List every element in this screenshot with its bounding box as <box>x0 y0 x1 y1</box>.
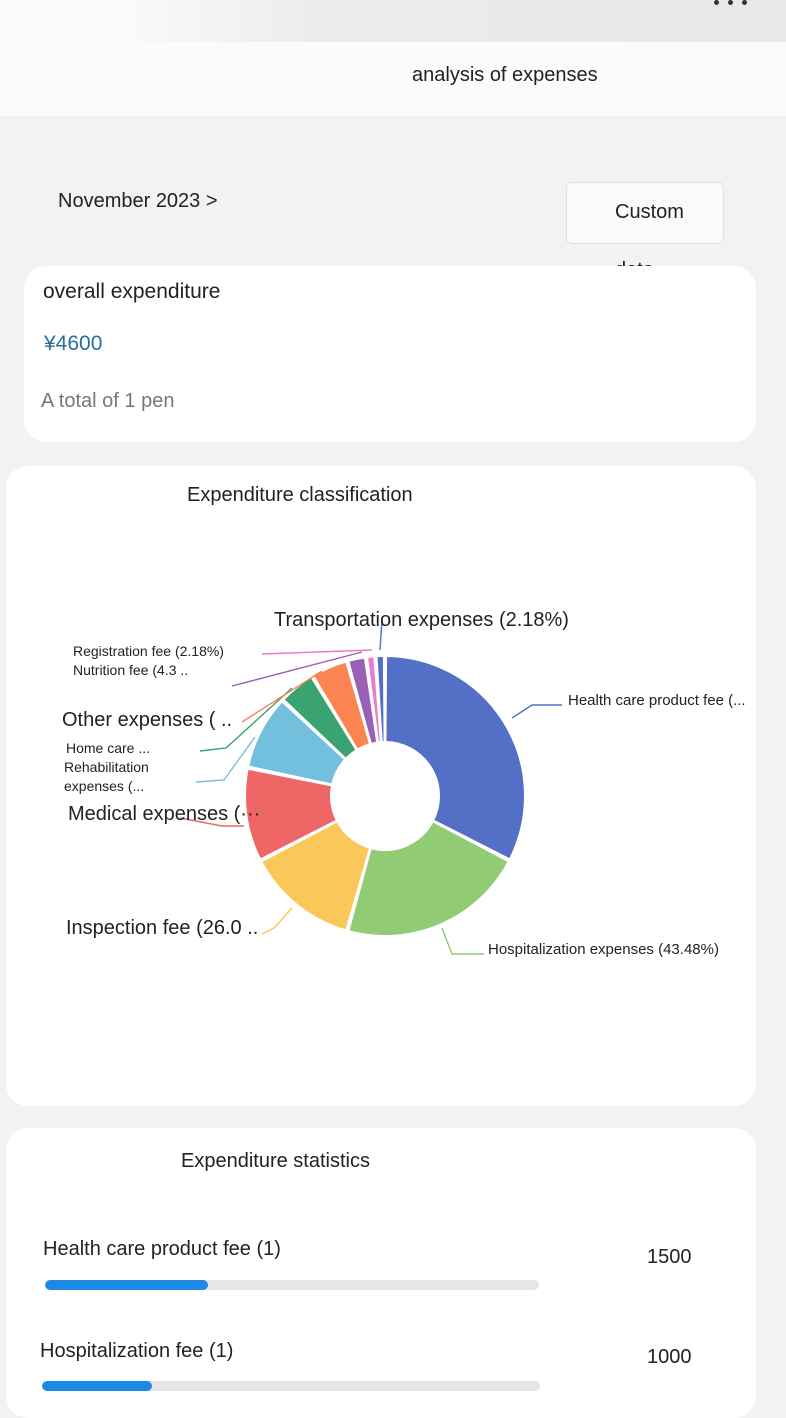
slice-leader-line <box>441 927 484 955</box>
top-bar: analysis of expenses <box>0 0 786 116</box>
donut-slice[interactable] <box>259 819 372 932</box>
expenditure-statistics-card: Expenditure statistics Health care produ… <box>6 1128 756 1418</box>
slice-label: Medical expenses (··· <box>68 803 260 825</box>
slice-leader-line <box>199 687 293 752</box>
stat-progress-track <box>45 1280 539 1290</box>
stat-progress-fill <box>42 1381 152 1391</box>
page-title: analysis of expenses <box>412 64 598 86</box>
stat-item-value: 1500 <box>647 1246 692 1268</box>
stat-progress-fill <box>45 1280 209 1290</box>
entry-count: A total of 1 pen <box>41 390 175 412</box>
donut-slice[interactable] <box>384 654 526 861</box>
slice-leader-line <box>511 704 562 719</box>
stat-item-label: Hospitalization fee (1) <box>40 1340 234 1362</box>
slice-label: Health care product fee (... <box>568 692 746 709</box>
slice-label: Other expenses ( .. <box>62 709 232 731</box>
donut-slice[interactable] <box>347 819 511 937</box>
slice-leader-line <box>195 736 256 783</box>
slice-leader-line <box>241 670 323 723</box>
donut-slice[interactable] <box>246 699 347 786</box>
slice-leader-line <box>179 817 244 827</box>
slice-label: Rehabilitation expenses (... <box>64 759 149 794</box>
slice-leader-line <box>379 619 383 651</box>
classification-title: Expenditure classification <box>187 484 413 506</box>
donut-slice[interactable] <box>375 654 386 744</box>
slice-label: Inspection fee (26.0 .. <box>66 917 258 939</box>
slice-label: Transportation expenses (2.18%) <box>274 609 569 631</box>
stat-progress-track <box>42 1381 540 1391</box>
slice-label: Home care ... <box>66 740 150 756</box>
more-options-icon[interactable] <box>712 0 752 8</box>
stat-item-value: 1000 <box>647 1346 692 1368</box>
header-shade <box>110 0 786 42</box>
statistics-title: Expenditure statistics <box>181 1150 370 1172</box>
stat-item-label: Health care product fee (1) <box>43 1238 281 1260</box>
donut-slice[interactable] <box>244 767 339 861</box>
expenditure-classification-card: Expenditure classification <box>6 466 756 1106</box>
slice-leader-line <box>231 651 363 687</box>
overall-amount: ¥4600 <box>44 332 103 355</box>
slice-leader-line <box>261 907 293 935</box>
slice-label: Hospitalization expenses (43.48%) <box>488 941 719 958</box>
overall-expenditure-title: overall expenditure <box>43 280 221 303</box>
slice-leader-line <box>261 649 373 655</box>
slice-label: Nutrition fee (4.3 .. <box>73 662 188 678</box>
month-selector[interactable]: November 2023 > <box>58 190 218 212</box>
overall-expenditure-card: overall expenditure ¥4600 A total of 1 p… <box>24 266 756 442</box>
slice-label: Registration fee (2.18%) <box>73 643 224 659</box>
